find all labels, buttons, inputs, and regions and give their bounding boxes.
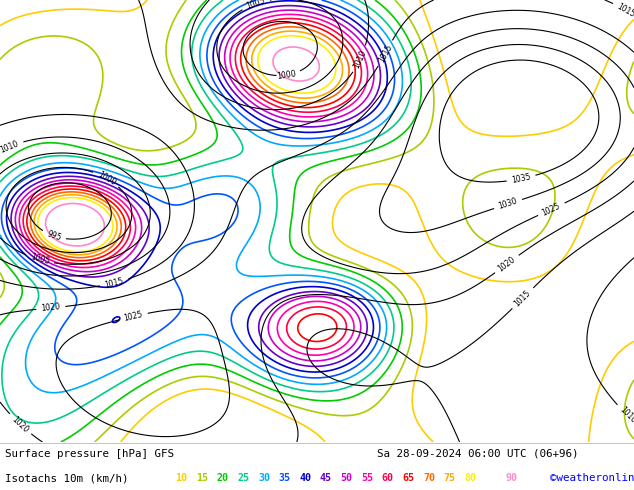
Text: 1000: 1000 (276, 69, 296, 81)
Text: 1005: 1005 (29, 253, 50, 267)
Text: Sa 28-09-2024 06:00 UTC (06+96): Sa 28-09-2024 06:00 UTC (06+96) (377, 448, 579, 459)
Text: 60: 60 (382, 473, 394, 484)
Text: 1035: 1035 (511, 172, 531, 185)
Text: 45: 45 (320, 473, 332, 484)
Text: 85: 85 (485, 473, 497, 484)
Text: 1015: 1015 (513, 288, 533, 308)
Text: 50: 50 (340, 473, 353, 484)
Text: 1020: 1020 (41, 302, 61, 314)
Text: 30: 30 (258, 473, 270, 484)
Text: 25: 25 (238, 473, 250, 484)
Text: 80: 80 (464, 473, 476, 484)
Text: 40: 40 (299, 473, 311, 484)
Text: 1020: 1020 (10, 415, 30, 434)
Text: 10: 10 (176, 473, 188, 484)
Text: 1030: 1030 (498, 197, 519, 211)
Text: 65: 65 (403, 473, 415, 484)
Text: 55: 55 (361, 473, 373, 484)
Text: 995: 995 (46, 229, 62, 243)
Text: 1000: 1000 (96, 170, 117, 187)
Text: 1025: 1025 (541, 201, 562, 218)
Text: 1015: 1015 (104, 276, 125, 290)
Text: 1020: 1020 (496, 255, 517, 273)
Text: ©weatheronline.co.uk: ©weatheronline.co.uk (550, 473, 634, 484)
Text: 1005: 1005 (245, 0, 266, 11)
Text: 1015: 1015 (377, 43, 394, 64)
Text: 15: 15 (197, 473, 208, 484)
Text: 1025: 1025 (123, 310, 144, 323)
Text: 1010: 1010 (618, 405, 634, 425)
Text: 1015: 1015 (616, 1, 634, 19)
Text: 1010: 1010 (352, 49, 368, 70)
Text: 75: 75 (444, 473, 456, 484)
Text: 70: 70 (423, 473, 435, 484)
Text: 1010: 1010 (0, 139, 20, 154)
Text: 90: 90 (505, 473, 517, 484)
Text: 35: 35 (279, 473, 291, 484)
Text: Isotachs 10m (km/h): Isotachs 10m (km/h) (5, 473, 129, 484)
Text: Surface pressure [hPa] GFS: Surface pressure [hPa] GFS (5, 448, 174, 459)
Text: 20: 20 (217, 473, 229, 484)
